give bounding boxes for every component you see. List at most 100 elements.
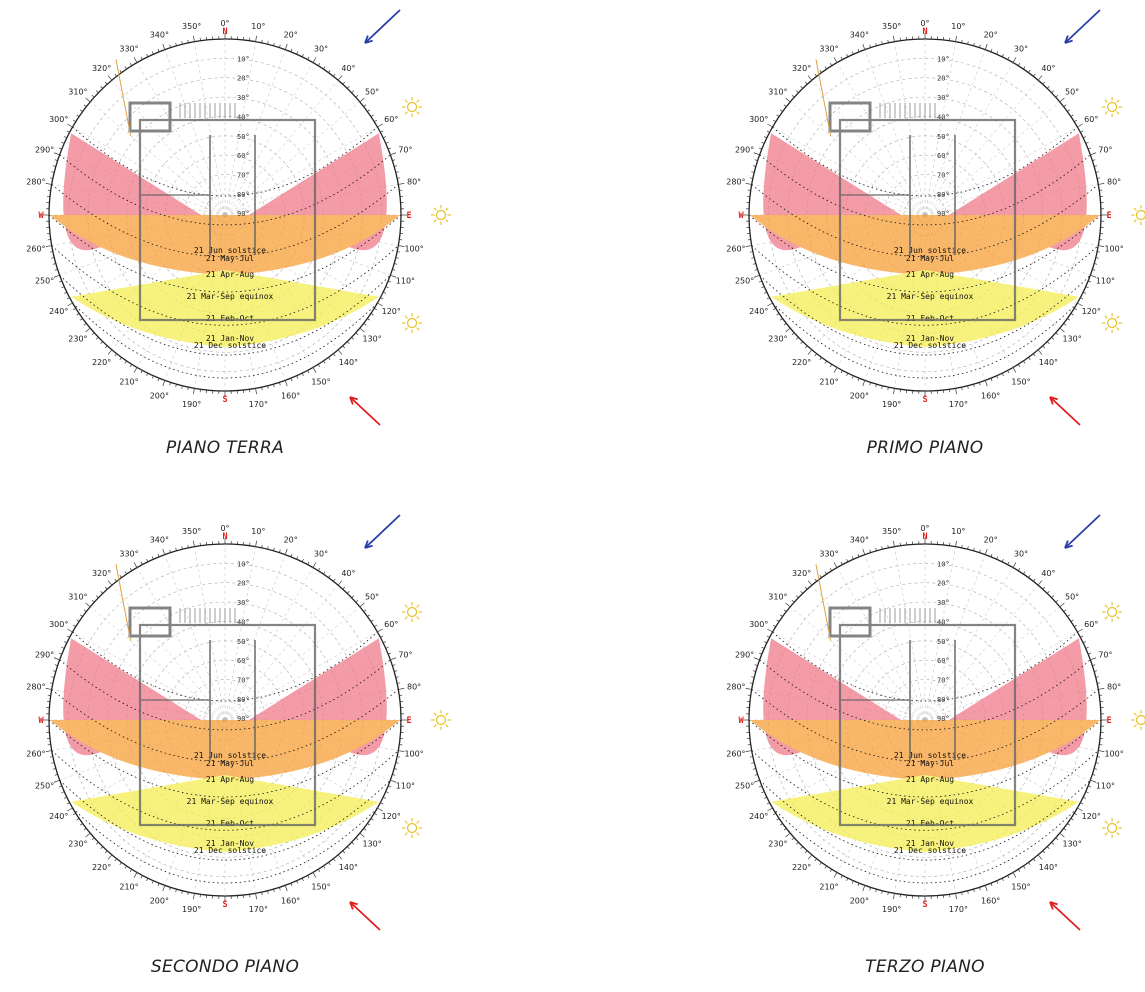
azimuth-label: 240° [49, 812, 68, 821]
scale-tick [1095, 676, 1099, 678]
azimuth-label: 100° [1104, 244, 1123, 253]
scale-tick [1059, 832, 1065, 838]
scale-tick [766, 130, 770, 133]
scale-tick [284, 380, 288, 387]
scale-tick [1074, 307, 1077, 311]
scale-tick [829, 568, 833, 571]
scale-tick [390, 274, 397, 278]
azimuth-label: 80° [1107, 178, 1121, 187]
scale-tick [990, 553, 993, 557]
sun-icon-core [406, 317, 418, 329]
scale-tick [363, 828, 367, 831]
scale-tick [1067, 823, 1071, 826]
scale-tick [61, 141, 65, 144]
scale-tick [162, 885, 166, 892]
scale-tick [175, 42, 177, 46]
azimuth-label: 190° [182, 905, 201, 914]
cardinal-w: W [38, 211, 44, 221]
sun-path-label: 21 Apr-Aug [906, 270, 954, 279]
azimuth-line [224, 554, 286, 721]
scale-tick [881, 385, 883, 389]
azimuth-label: 30° [314, 550, 328, 559]
sun-icon-ray [1104, 99, 1108, 103]
sun-path-label: 21 Feb-Oct [906, 819, 954, 828]
scale-tick [753, 152, 760, 156]
scale-tick [1085, 141, 1089, 144]
azimuth-line [864, 49, 926, 216]
azimuth-label: 70° [398, 650, 412, 659]
scale-tick [133, 57, 138, 63]
azimuth-label: 20° [284, 31, 298, 40]
scale-tick [83, 609, 87, 612]
scale-tick [255, 540, 257, 547]
scale-tick [53, 152, 60, 156]
altitude-label: 10° [237, 55, 250, 63]
sun-icon-ray [445, 712, 449, 716]
cardinal-n: N [922, 27, 927, 37]
scale-tick [337, 854, 343, 860]
scale-tick [63, 796, 67, 799]
scale-tick [1083, 641, 1087, 644]
scale-tick [783, 828, 787, 831]
scale-tick [1042, 345, 1046, 349]
sun-icon-core [1106, 101, 1118, 113]
scale-tick [124, 571, 127, 575]
azimuth-label: 160° [281, 391, 300, 400]
scale-tick [1017, 364, 1021, 367]
scale-tick [791, 599, 795, 603]
scale-tick [1047, 341, 1050, 345]
scale-tick [133, 562, 138, 568]
scale-tick [333, 73, 336, 77]
scale-tick [1033, 578, 1036, 582]
scale-tick [955, 893, 957, 900]
scale-tick [261, 544, 263, 548]
scale-tick [175, 384, 177, 388]
scale-tick [317, 869, 321, 872]
scale-tick [100, 341, 103, 345]
azimuth-label: 310° [68, 88, 87, 97]
azimuth-label: 190° [182, 400, 201, 409]
scale-tick [377, 807, 383, 812]
azimuth-line [136, 719, 226, 873]
scale-tick [129, 364, 133, 367]
scale-tick [367, 109, 371, 112]
scale-tick [45, 183, 52, 185]
scale-tick [255, 893, 257, 900]
azimuth-label: 150° [1011, 882, 1030, 891]
floor-caption: TERZO PIANO [865, 957, 985, 977]
scale-tick [967, 385, 969, 389]
sun-path-label: 21 Jan-Nov [906, 839, 954, 848]
scale-tick [1085, 286, 1089, 289]
scale-tick [394, 768, 398, 770]
scale-tick [758, 652, 762, 655]
cardinal-n: N [922, 532, 927, 542]
azimuth-line [924, 719, 1091, 781]
scale-tick [1095, 762, 1099, 764]
scale-tick [1042, 850, 1046, 854]
scale-tick [63, 641, 67, 644]
azimuth-label: 290° [35, 650, 54, 659]
azimuth-label: 30° [1014, 550, 1028, 559]
scale-tick [124, 66, 127, 70]
sun-path-label: 21 Feb-Oct [906, 314, 954, 323]
scale-tick [1055, 94, 1059, 98]
scale-tick [1017, 63, 1021, 66]
scale-tick [807, 75, 813, 81]
azimuth-label: 140° [1039, 358, 1058, 367]
scale-tick [73, 307, 76, 311]
scale-tick [753, 657, 760, 661]
scale-tick [749, 177, 753, 179]
scale-tick [776, 818, 780, 821]
sun-path-label: 21 Mar-Sep equinox [887, 292, 974, 301]
sun-icon-core [1135, 209, 1145, 221]
sun-path-arc [72, 126, 378, 197]
scale-tick [869, 44, 871, 48]
scale-tick [767, 123, 773, 128]
scale-tick [1023, 360, 1026, 364]
altitude-label: 50° [937, 133, 950, 141]
scale-tick [752, 263, 756, 265]
azimuth-label: 310° [768, 593, 787, 602]
scale-tick [181, 41, 183, 45]
sun-icon-ray [404, 604, 408, 608]
scale-tick [961, 544, 963, 548]
